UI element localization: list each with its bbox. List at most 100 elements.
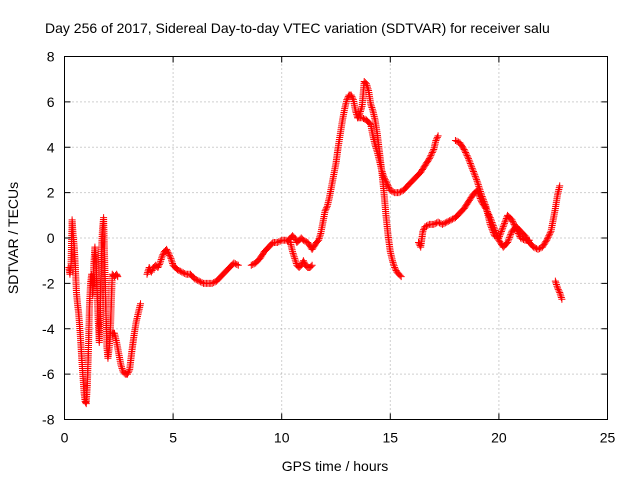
data-point	[513, 226, 521, 234]
data-point	[530, 243, 538, 251]
data-point	[123, 370, 131, 378]
data-point	[125, 367, 133, 375]
data-point	[433, 135, 441, 143]
data-point	[163, 245, 171, 253]
data-point	[535, 245, 543, 253]
data-point	[481, 199, 489, 207]
data-point	[289, 248, 297, 256]
data-point	[543, 236, 551, 244]
data-point	[460, 146, 468, 154]
data-point	[155, 262, 163, 270]
data-point	[198, 279, 206, 287]
data-point	[520, 236, 528, 244]
data-point	[382, 177, 390, 185]
data-point	[480, 197, 488, 205]
data-point	[208, 279, 216, 287]
data-point	[556, 182, 564, 190]
data-point	[368, 105, 376, 113]
data-point	[432, 136, 440, 144]
data-point	[356, 108, 364, 116]
data-point	[391, 263, 399, 271]
y-tick-label: -4	[42, 321, 55, 337]
data-point	[347, 91, 355, 99]
data-point	[430, 220, 438, 228]
data-point	[504, 237, 512, 245]
data-point	[176, 267, 184, 275]
y-axis-label: SDTVAR / TECUs	[5, 182, 21, 294]
data-point	[364, 85, 372, 93]
data-point	[373, 146, 381, 154]
data-point	[469, 166, 477, 174]
data-point	[495, 234, 503, 242]
data-point	[159, 251, 167, 259]
data-point	[291, 256, 299, 264]
data-point	[489, 228, 497, 236]
data-point	[465, 156, 473, 164]
data-point	[515, 231, 523, 239]
data-point	[383, 179, 391, 187]
data-point	[165, 251, 173, 259]
data-point	[383, 180, 391, 188]
data-point	[556, 288, 564, 296]
data-point	[499, 224, 507, 232]
data-point	[517, 234, 525, 242]
data-point	[386, 186, 394, 194]
data-point	[385, 183, 393, 191]
data-point	[363, 83, 371, 91]
data-point	[425, 156, 433, 164]
data-point	[352, 107, 360, 115]
data-point	[148, 267, 156, 275]
data-point	[316, 231, 324, 239]
data-point	[157, 257, 165, 265]
y-tick-label: 0	[47, 230, 55, 246]
data-point	[181, 270, 189, 278]
data-point	[509, 217, 517, 225]
data-point	[512, 223, 520, 231]
data-point	[497, 229, 505, 237]
data-point	[505, 234, 513, 242]
data-point	[498, 226, 506, 234]
data-point	[362, 80, 370, 88]
data-point	[371, 141, 379, 149]
data-point	[468, 163, 476, 171]
data-point	[300, 258, 308, 266]
data-point	[474, 181, 482, 189]
data-point	[158, 254, 166, 262]
data-point	[247, 261, 255, 269]
data-point	[361, 79, 369, 87]
data-point	[367, 100, 375, 108]
y-tick-label: -8	[42, 412, 55, 428]
x-axis-label: GPS time / hours	[282, 458, 389, 474]
data-point	[479, 196, 487, 204]
data-point	[475, 182, 483, 190]
data-point	[509, 219, 517, 227]
data-point	[156, 259, 164, 267]
data-point	[546, 229, 554, 237]
data-point	[514, 229, 522, 237]
data-point	[510, 220, 518, 228]
data-point	[420, 226, 428, 234]
data-point	[323, 204, 331, 212]
data-point	[234, 261, 242, 269]
data-point	[496, 231, 504, 239]
data-point	[543, 235, 551, 243]
data-point	[356, 109, 364, 117]
data-point	[397, 273, 405, 281]
data-point	[273, 239, 281, 247]
data-point	[380, 173, 388, 181]
data-point	[489, 227, 497, 235]
data-point	[290, 253, 298, 261]
data-point	[473, 177, 481, 185]
data-point	[443, 218, 451, 226]
data-point	[499, 223, 507, 231]
data-point	[117, 361, 125, 369]
data-point	[500, 219, 508, 227]
data-point	[487, 222, 495, 230]
data-point	[372, 143, 380, 151]
data-point	[389, 188, 397, 196]
data-point	[118, 364, 126, 372]
data-point	[421, 223, 429, 231]
data-point	[438, 220, 446, 228]
data-point	[507, 230, 515, 238]
data-point	[154, 263, 162, 271]
